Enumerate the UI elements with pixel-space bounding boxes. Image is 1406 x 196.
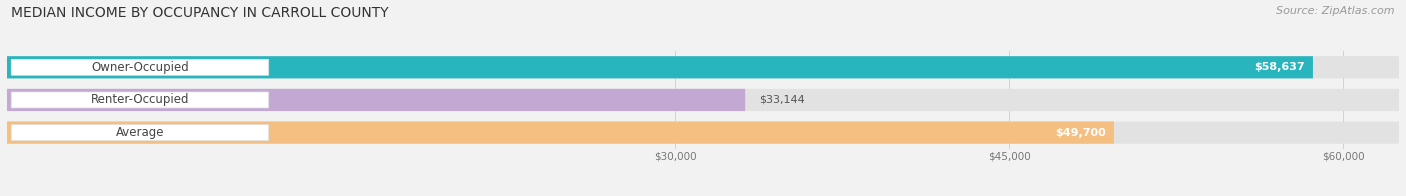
Text: Renter-Occupied: Renter-Occupied <box>91 93 190 106</box>
FancyBboxPatch shape <box>7 56 1313 78</box>
FancyBboxPatch shape <box>7 89 1399 111</box>
Text: MEDIAN INCOME BY OCCUPANCY IN CARROLL COUNTY: MEDIAN INCOME BY OCCUPANCY IN CARROLL CO… <box>11 6 389 20</box>
Text: Owner-Occupied: Owner-Occupied <box>91 61 188 74</box>
Text: Source: ZipAtlas.com: Source: ZipAtlas.com <box>1277 6 1395 16</box>
FancyBboxPatch shape <box>7 122 1399 144</box>
FancyBboxPatch shape <box>7 56 1399 78</box>
Text: Average: Average <box>115 126 165 139</box>
FancyBboxPatch shape <box>11 59 269 75</box>
Text: $33,144: $33,144 <box>759 95 804 105</box>
Text: $49,700: $49,700 <box>1054 128 1105 138</box>
FancyBboxPatch shape <box>11 92 269 108</box>
FancyBboxPatch shape <box>7 89 745 111</box>
FancyBboxPatch shape <box>7 122 1114 144</box>
FancyBboxPatch shape <box>11 125 269 141</box>
Text: $58,637: $58,637 <box>1254 62 1305 72</box>
